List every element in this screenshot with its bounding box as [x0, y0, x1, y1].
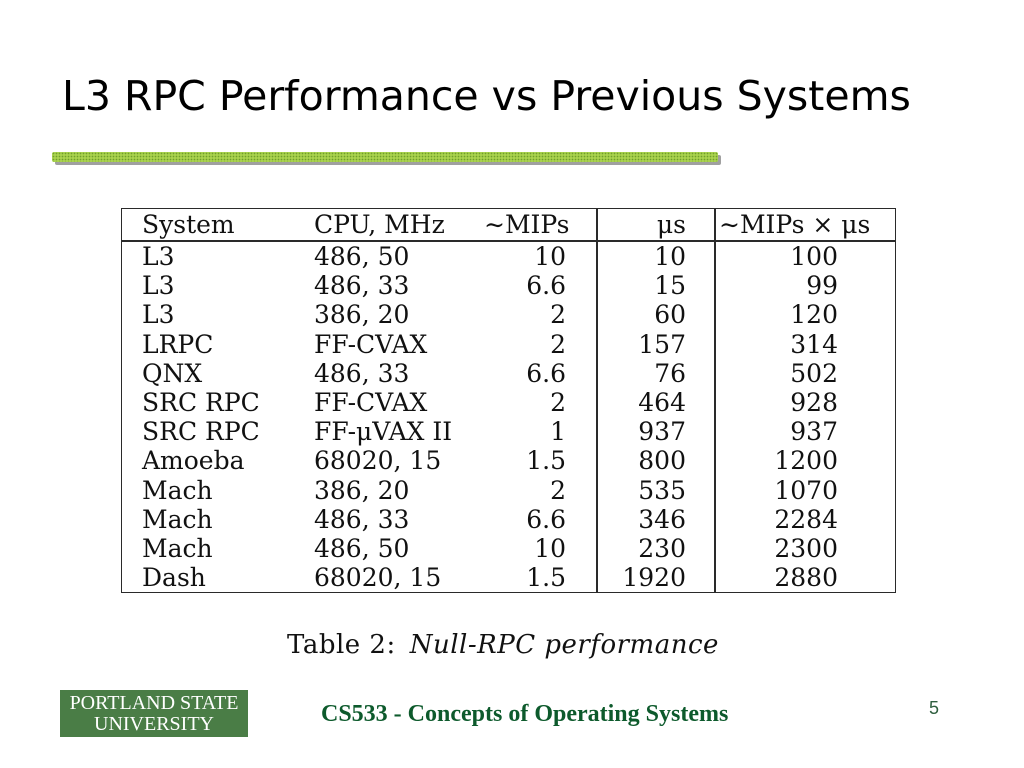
- table-row: SRC RPC FF-μVAX II 1 937 937: [122, 417, 895, 446]
- cell-microseconds: 157: [638, 329, 686, 359]
- logo-line-2: UNIVERSITY: [94, 713, 214, 735]
- cell-mips: 1.5: [526, 563, 566, 593]
- cell-system: Dash: [142, 563, 206, 593]
- table-row: Amoeba 68020, 15 1.5 800 1200: [122, 446, 895, 475]
- cell-mips: 2: [550, 388, 566, 417]
- header-cpu: CPU, MHz: [314, 210, 445, 239]
- cell-system: Mach: [142, 504, 213, 534]
- cell-mips: 2: [550, 475, 566, 505]
- table-row: SRC RPC FF-CVAX 2 464 928: [122, 388, 895, 417]
- caption-title: Null-RPC performance: [409, 630, 719, 660]
- cell-mips-times-microseconds: 1070: [774, 475, 838, 505]
- cell-cpu: 486, 33: [314, 504, 410, 534]
- cell-cpu: 486, 50: [314, 534, 410, 563]
- footer-course-title: CS533 - Concepts of Operating Systems: [321, 701, 729, 727]
- header-divider: [122, 240, 895, 242]
- cell-cpu: 68020, 15: [314, 563, 442, 593]
- cell-cpu: 486, 33: [314, 271, 410, 301]
- cell-mips-times-microseconds: 928: [790, 388, 838, 417]
- cell-microseconds: 800: [638, 446, 686, 476]
- cell-mips-times-microseconds: 502: [790, 358, 838, 388]
- table-row: LRPC FF-CVAX 2 157 314: [122, 330, 895, 359]
- slide-title: L3 RPC Performance vs Previous Systems: [62, 72, 911, 120]
- cell-cpu: FF-CVAX: [314, 329, 428, 359]
- cell-microseconds: 10: [654, 242, 686, 271]
- cell-mips: 6.6: [526, 358, 566, 388]
- title-underline-rule: [52, 152, 718, 162]
- cell-cpu: FF-μVAX II: [314, 417, 453, 447]
- cell-system: LRPC: [142, 329, 214, 359]
- column-divider-mips-us: [596, 209, 598, 592]
- header-microseconds: μs: [656, 210, 686, 239]
- table-row: QNX 486, 33 6.6 76 502: [122, 359, 895, 388]
- cell-mips-times-microseconds: 937: [790, 417, 838, 447]
- performance-table: System CPU, MHz ∼MIPs μs ∼MIPs × μs L3 48…: [121, 208, 896, 593]
- column-divider-us-product: [714, 209, 716, 592]
- cell-system: SRC RPC: [142, 417, 260, 447]
- table-row: L3 386, 20 2 60 120: [122, 300, 895, 329]
- cell-system: Amoeba: [142, 446, 245, 476]
- cell-mips-times-microseconds: 2284: [774, 504, 838, 534]
- header-system: System: [142, 210, 235, 239]
- cell-mips-times-microseconds: 2880: [774, 563, 838, 593]
- cell-mips-times-microseconds: 100: [790, 242, 838, 271]
- cell-system: SRC RPC: [142, 388, 260, 417]
- caption-prefix: Table 2:: [287, 630, 396, 660]
- cell-mips: 10: [534, 242, 566, 271]
- table-row: Mach 486, 33 6.6 346 2284: [122, 505, 895, 534]
- table-row: Mach 486, 50 10 230 2300: [122, 534, 895, 563]
- cell-mips-times-microseconds: 99: [806, 271, 838, 301]
- cell-mips-times-microseconds: 1200: [774, 446, 838, 476]
- cell-mips-times-microseconds: 2300: [774, 534, 838, 563]
- cell-system: Mach: [142, 475, 213, 505]
- table-header-row: System CPU, MHz ∼MIPs μs ∼MIPs × μs: [122, 210, 895, 240]
- cell-microseconds: 60: [654, 300, 686, 330]
- table-caption: Table 2: Null-RPC performance: [287, 628, 719, 662]
- cell-microseconds: 230: [638, 534, 686, 563]
- cell-cpu: FF-CVAX: [314, 388, 428, 417]
- cell-microseconds: 346: [638, 504, 686, 534]
- cell-system: QNX: [142, 358, 203, 388]
- cell-microseconds: 464: [638, 388, 686, 417]
- cell-system: Mach: [142, 534, 213, 563]
- cell-mips: 1.5: [526, 446, 566, 476]
- portland-state-logo: PORTLAND STATE UNIVERSITY: [60, 690, 248, 737]
- cell-microseconds: 535: [638, 475, 686, 505]
- cell-microseconds: 1920: [622, 563, 686, 593]
- cell-mips: 1: [550, 417, 566, 447]
- table-row: L3 486, 33 6.6 15 99: [122, 271, 895, 300]
- cell-system: L3: [142, 271, 175, 301]
- cell-mips-times-microseconds: 120: [790, 300, 838, 330]
- logo-line-1: PORTLAND STATE: [69, 692, 239, 714]
- cell-system: L3: [142, 242, 175, 271]
- cell-cpu: 386, 20: [314, 475, 410, 505]
- page-number: 5: [929, 698, 940, 718]
- cell-mips: 6.6: [526, 271, 566, 301]
- table-row: L3 486, 50 10 10 100: [122, 242, 895, 271]
- header-mips-times-microseconds: ∼MIPs × μs: [719, 210, 871, 239]
- cell-mips: 10: [534, 534, 566, 563]
- cell-cpu: 486, 50: [314, 242, 410, 271]
- cell-microseconds: 937: [638, 417, 686, 447]
- table-row: Mach 386, 20 2 535 1070: [122, 476, 895, 505]
- cell-system: L3: [142, 300, 175, 330]
- cell-cpu: 386, 20: [314, 300, 410, 330]
- cell-microseconds: 15: [654, 271, 686, 301]
- table-row: Dash 68020, 15 1.5 1920 2880: [122, 563, 895, 592]
- cell-cpu: 68020, 15: [314, 446, 442, 476]
- header-mips: ∼MIPs: [484, 210, 570, 239]
- cell-mips: 6.6: [526, 504, 566, 534]
- cell-mips: 2: [550, 329, 566, 359]
- cell-cpu: 486, 33: [314, 358, 410, 388]
- cell-mips-times-microseconds: 314: [790, 329, 838, 359]
- cell-microseconds: 76: [654, 358, 686, 388]
- cell-mips: 2: [550, 300, 566, 330]
